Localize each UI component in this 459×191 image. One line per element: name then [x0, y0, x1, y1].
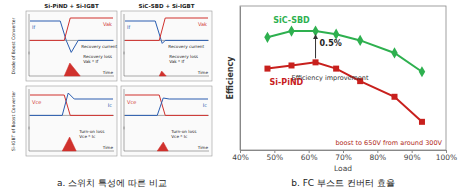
x-tick: 40% [232, 150, 249, 162]
loss-area [64, 63, 80, 76]
series-marker [419, 119, 425, 125]
annotation: 0.5% [320, 39, 342, 48]
loss-area [157, 142, 168, 151]
series-marker [289, 62, 295, 68]
panel-frame [26, 11, 117, 81]
series-marker [312, 25, 318, 36]
current-wave [30, 93, 113, 115]
x-tick: 70% [335, 150, 352, 162]
y-axis [240, 7, 241, 151]
series-line [267, 62, 422, 121]
loss-label: Vce * Ic [171, 134, 188, 139]
x-tick-label: 60% [301, 153, 318, 162]
x-tick-label: 80% [369, 153, 386, 162]
switching-diagram: Si-PiND + Si-IGBT SiC-SBD + Si-IGBT Diode … [11, 3, 212, 156]
diode-panel: IfVakRecovery currentRecovery lossVak * … [26, 11, 117, 81]
wave-label: Recovery current [81, 44, 117, 49]
wave-label: Recovery current [168, 44, 204, 49]
series-line [267, 31, 422, 72]
caption: a. 스위치 특성에 따른 비교 [57, 178, 167, 188]
plot-area [264, 25, 425, 124]
series-marker [288, 25, 294, 36]
sub-axis [29, 127, 114, 151]
annotation-arrow [315, 35, 316, 58]
x-axis: 40% 50% 60% 70% 80% 90% 100% [232, 150, 457, 162]
x-tick-label: 50% [266, 153, 283, 162]
wave-label: Ic [203, 102, 207, 108]
x-tick-label: 90% [404, 153, 421, 162]
x-tick-label: 70% [335, 153, 352, 162]
series-marker [333, 66, 339, 72]
y-axis-title: Efficiency [226, 56, 235, 100]
voltage-wave [30, 18, 113, 40]
plot-frame [240, 6, 446, 150]
row-label: Si-IGBT of Boost Converter [11, 91, 16, 151]
voltage-wave [125, 18, 208, 40]
wave-label: Vce [32, 99, 41, 105]
y-axis-line [240, 7, 241, 151]
x-axis-title: Load [334, 164, 352, 173]
loss-area [62, 137, 76, 151]
panel-frame [26, 86, 117, 156]
x-tick-label: 100% [436, 153, 457, 162]
figure: Si-PiND + Si-IGBT SiC-SBD + Si-IGBT Diode … [0, 0, 459, 191]
wave-label: If [32, 24, 35, 30]
efficiency-chart: 40% 50% 60% 70% 80% 90% 100% Load Efficiency SiC-… [226, 6, 457, 173]
time-label: Time [102, 70, 114, 75]
igbt-panel: VceIcTurn-on lossVce * IcTime [26, 86, 117, 156]
panel-frame [121, 11, 212, 81]
wave-label: Vce [127, 99, 136, 105]
series-marker [357, 35, 363, 46]
series-marker [419, 66, 425, 77]
igbt-panel: VceIcTurn-on lossVce * IcTime [121, 86, 212, 156]
voltage-wave [125, 95, 208, 115]
series-marker [392, 94, 398, 100]
wave-label: Vak [198, 21, 207, 27]
sub-axis [124, 14, 209, 54]
panel-frame [121, 86, 212, 156]
column-header: Si-PiND + Si-IGBT [44, 3, 99, 9]
series-marker [264, 32, 270, 43]
wave-label: If [127, 24, 130, 30]
x-tick: 100% [436, 150, 457, 162]
sub-axis [29, 52, 114, 76]
sub-axis [29, 89, 114, 129]
voltage-wave [30, 95, 113, 115]
time-label: Time [197, 70, 209, 75]
wave-label: Ic [108, 102, 112, 108]
series-label: SiC-SBD [273, 16, 310, 25]
sub-axis [124, 89, 209, 129]
wave-label: Vak [103, 21, 112, 27]
sub-axis [124, 127, 209, 151]
loss-label: Vak * If [169, 59, 185, 64]
series-marker [264, 66, 270, 72]
series-marker [391, 47, 397, 58]
series-marker [313, 59, 319, 65]
x-tick: 60% [301, 150, 318, 162]
sub-axis [124, 52, 209, 76]
row-label: Diode of Boost Converter [11, 17, 16, 74]
time-label: Time [197, 145, 209, 150]
loss-area [159, 71, 166, 76]
loss-label: Vce * Ic [79, 134, 96, 139]
current-wave [125, 98, 208, 115]
annotation: Efficiency improvement [292, 74, 369, 82]
x-tick: 90% [404, 150, 421, 162]
time-label: Time [102, 145, 114, 150]
x-tick-label: 40% [232, 153, 249, 162]
diode-panel: IfVakRecovery currentRecovery lossVak * … [121, 11, 212, 81]
caption: b. FC 부스트 컨버터 효율 [291, 178, 394, 188]
annotation: boost to 650V from around 300V [335, 139, 442, 147]
column-header: SiC-SBD + Si-IGBT [138, 3, 194, 9]
loss-label: Vak * If [83, 59, 99, 64]
x-tick: 80% [369, 150, 386, 162]
x-tick: 50% [266, 150, 283, 162]
